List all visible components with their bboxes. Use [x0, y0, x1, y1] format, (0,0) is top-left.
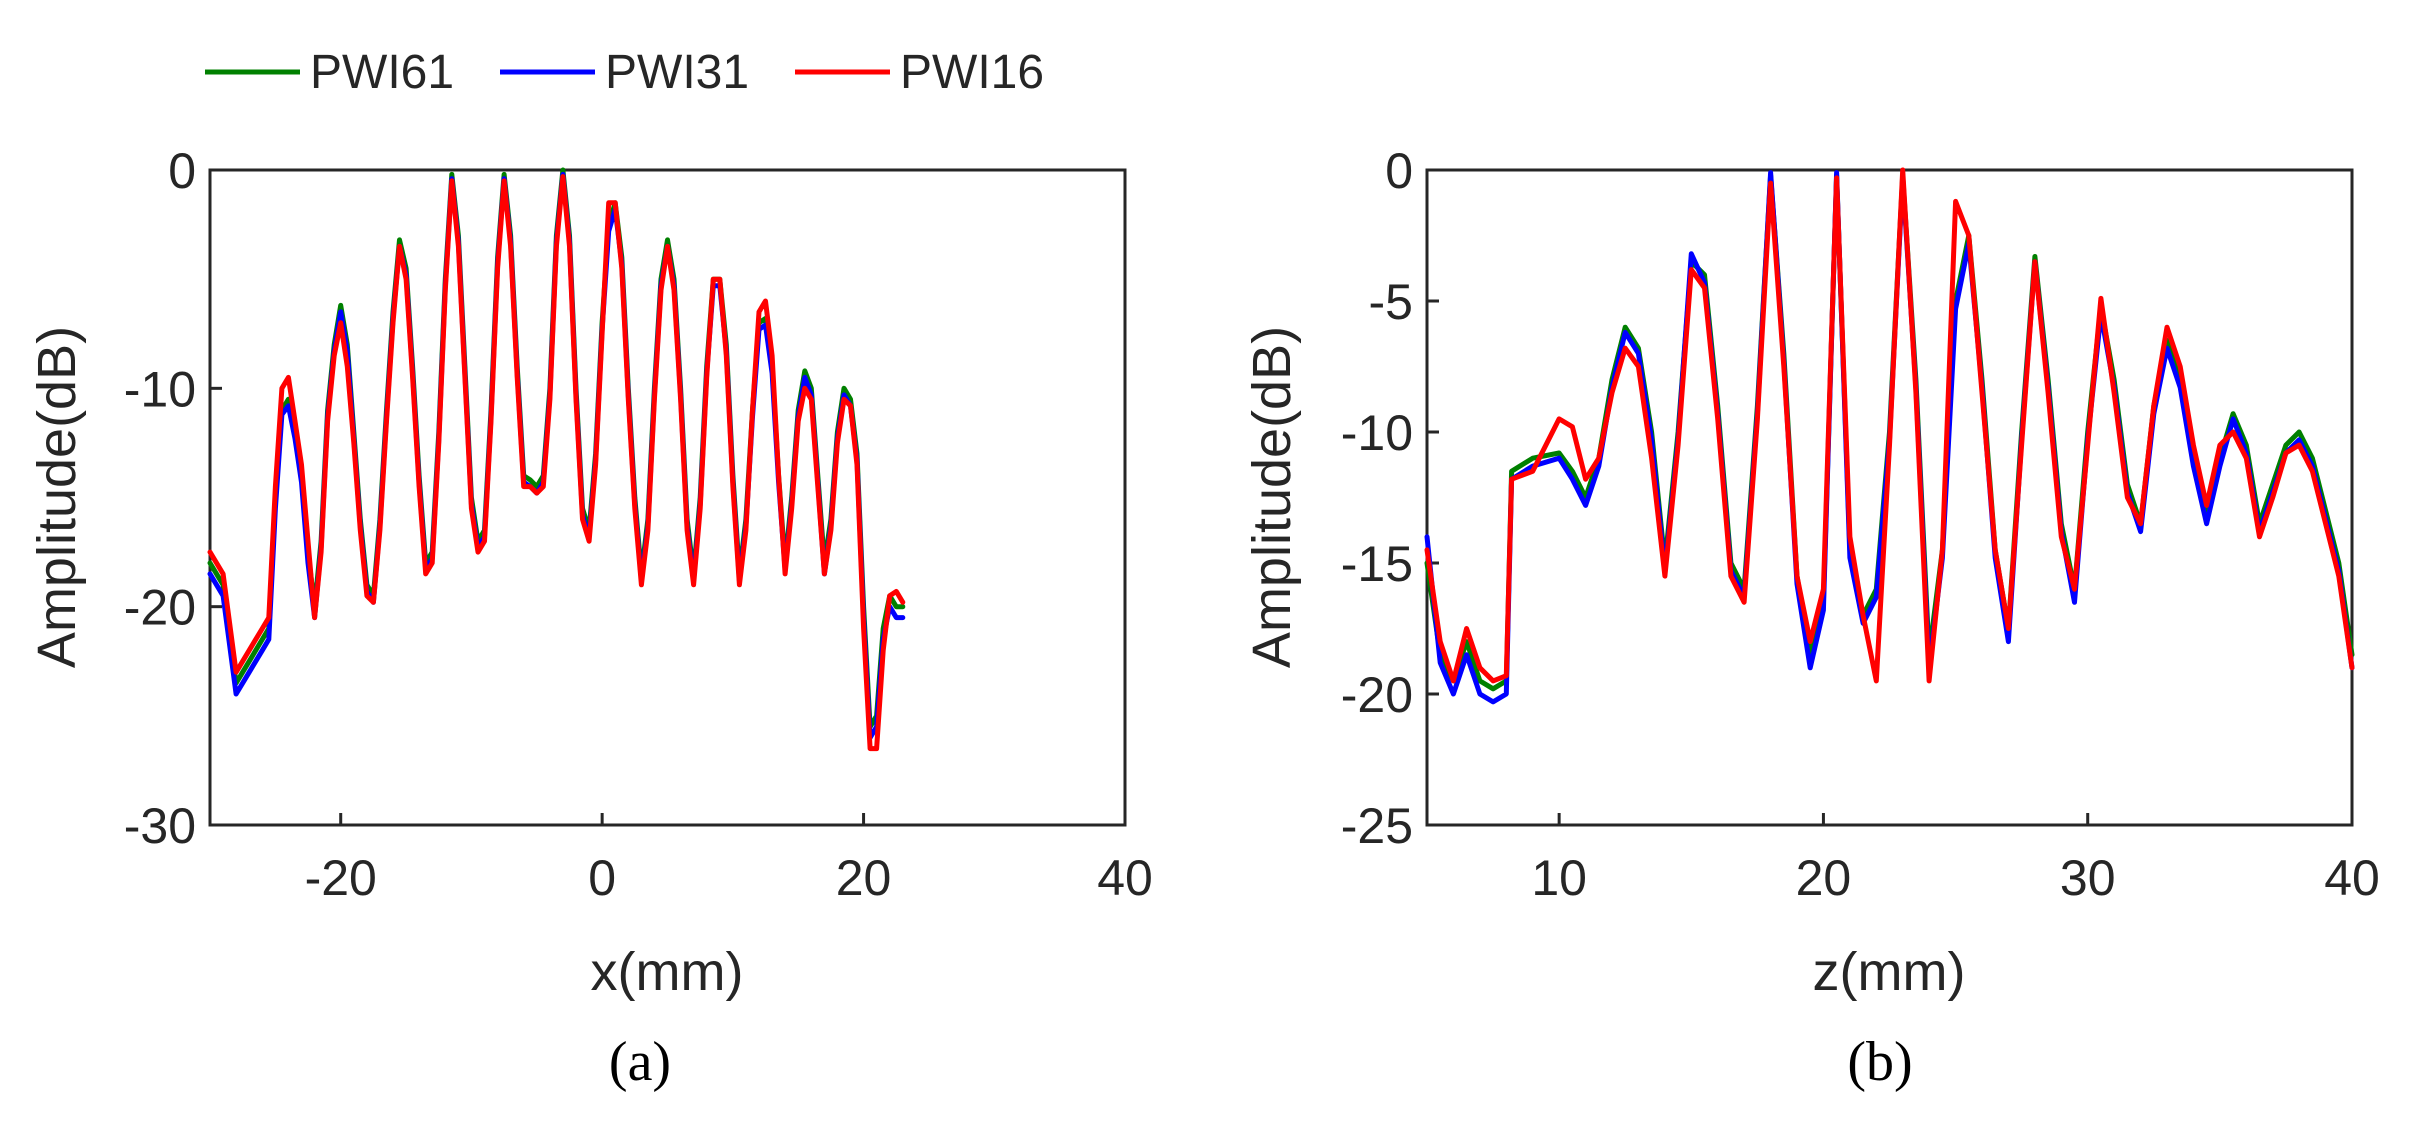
y-tick-label-a-0: 0 [168, 143, 196, 199]
series-group-b [1424, 167, 2355, 705]
legend-label-pwi31: PWI31 [605, 46, 749, 99]
x-tick-label-a-1: 0 [588, 850, 616, 906]
y-axis-label-a: Amplitude(dB) [27, 326, 87, 668]
series-group-a [207, 167, 906, 752]
legend-label-pwi16: PWI16 [900, 46, 1044, 99]
y-tick-label-b-3: -15 [1341, 536, 1413, 592]
plot-frame-b [1425, 168, 2354, 827]
series-line-b-pwi16 [1424, 167, 2355, 684]
x-tick-label-a-3: 40 [1097, 850, 1153, 906]
y-tick-label-b-1: -5 [1369, 274, 1413, 330]
y-tick-label-b-2: -10 [1341, 405, 1413, 461]
legend-label-pwi61: PWI61 [310, 46, 454, 99]
y-tick-label-b-0: 0 [1385, 143, 1413, 199]
x-tick-label-a-0: -20 [305, 850, 377, 906]
x-tick-label-b-0: 10 [1531, 850, 1587, 906]
x-axis-label-a: x(mm) [591, 942, 744, 1002]
y-axis-label-b: Amplitude(dB) [1242, 326, 1302, 668]
caption-b: (b) [1847, 1031, 1912, 1093]
y-tick-label-b-5: -25 [1341, 798, 1413, 854]
x-tick-label-b-1: 20 [1796, 850, 1852, 906]
y-tick-label-a-2: -20 [124, 580, 196, 636]
y-tick-label-b-4: -20 [1341, 667, 1413, 723]
grid-ticks-b: 10 20 30 40 0 -5 -10 -15 -20 -25 [1341, 143, 2380, 906]
caption-a: (a) [609, 1031, 671, 1093]
series-line-a-pwi16 [207, 174, 906, 752]
x-tick-label-b-3: 40 [2324, 850, 2380, 906]
plot-frame-a [208, 168, 1127, 827]
x-tick-label-b-2: 30 [2060, 850, 2116, 906]
y-tick-label-a-3: -30 [124, 798, 196, 854]
grid-ticks-a: -20 0 20 40 0 -10 -20 -30 [124, 143, 1153, 906]
panel-a: -20 0 20 40 0 -10 -20 -30 x(mm) Amplitude(dB) (… [27, 143, 1153, 1093]
x-axis-label-b: z(mm) [1813, 942, 1966, 1002]
x-tick-label-a-2: 20 [836, 850, 892, 906]
y-tick-label-a-1: -10 [124, 361, 196, 417]
panel-b: 10 20 30 40 0 -5 -10 -15 -20 -25 z(mm) Amplitude(… [1242, 143, 2380, 1093]
legend: PWI61 PWI31 PWI16 [205, 46, 1044, 99]
